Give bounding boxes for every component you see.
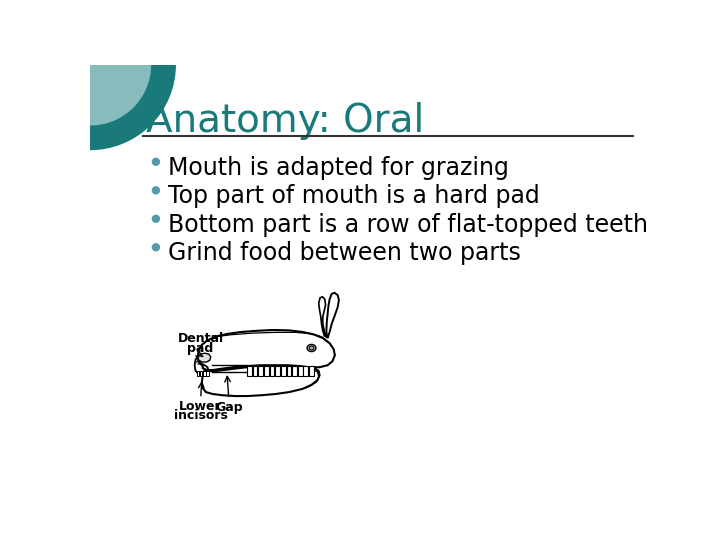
Polygon shape: [203, 371, 205, 376]
Polygon shape: [281, 367, 286, 376]
Polygon shape: [197, 371, 199, 376]
Ellipse shape: [309, 346, 314, 350]
Text: pad: pad: [187, 342, 214, 355]
Polygon shape: [309, 367, 314, 376]
Circle shape: [153, 244, 159, 251]
Polygon shape: [200, 371, 202, 376]
Polygon shape: [292, 367, 297, 376]
Polygon shape: [247, 367, 252, 376]
Circle shape: [153, 215, 159, 222]
Circle shape: [153, 158, 159, 165]
Ellipse shape: [307, 345, 316, 352]
Text: Dental: Dental: [177, 332, 224, 345]
Polygon shape: [298, 367, 302, 376]
Text: Anatomy: Oral: Anatomy: Oral: [145, 102, 424, 140]
Polygon shape: [275, 367, 280, 376]
Polygon shape: [269, 367, 274, 376]
Circle shape: [153, 187, 159, 194]
Circle shape: [5, 0, 175, 150]
Text: Gap: Gap: [215, 401, 243, 414]
Text: Top part of mouth is a hard pad: Top part of mouth is a hard pad: [168, 184, 539, 208]
Polygon shape: [253, 367, 258, 376]
Polygon shape: [207, 371, 209, 376]
Text: Lower: Lower: [179, 400, 222, 413]
Text: incisors: incisors: [174, 409, 228, 422]
Polygon shape: [258, 367, 263, 376]
Text: Grind food between two parts: Grind food between two parts: [168, 241, 521, 265]
Polygon shape: [287, 367, 292, 376]
Polygon shape: [198, 353, 211, 362]
Polygon shape: [264, 367, 269, 376]
Text: Mouth is adapted for grazing: Mouth is adapted for grazing: [168, 156, 508, 180]
Circle shape: [30, 5, 150, 125]
Polygon shape: [303, 367, 308, 376]
Text: Bottom part is a row of flat-topped teeth: Bottom part is a row of flat-topped teet…: [168, 213, 647, 237]
